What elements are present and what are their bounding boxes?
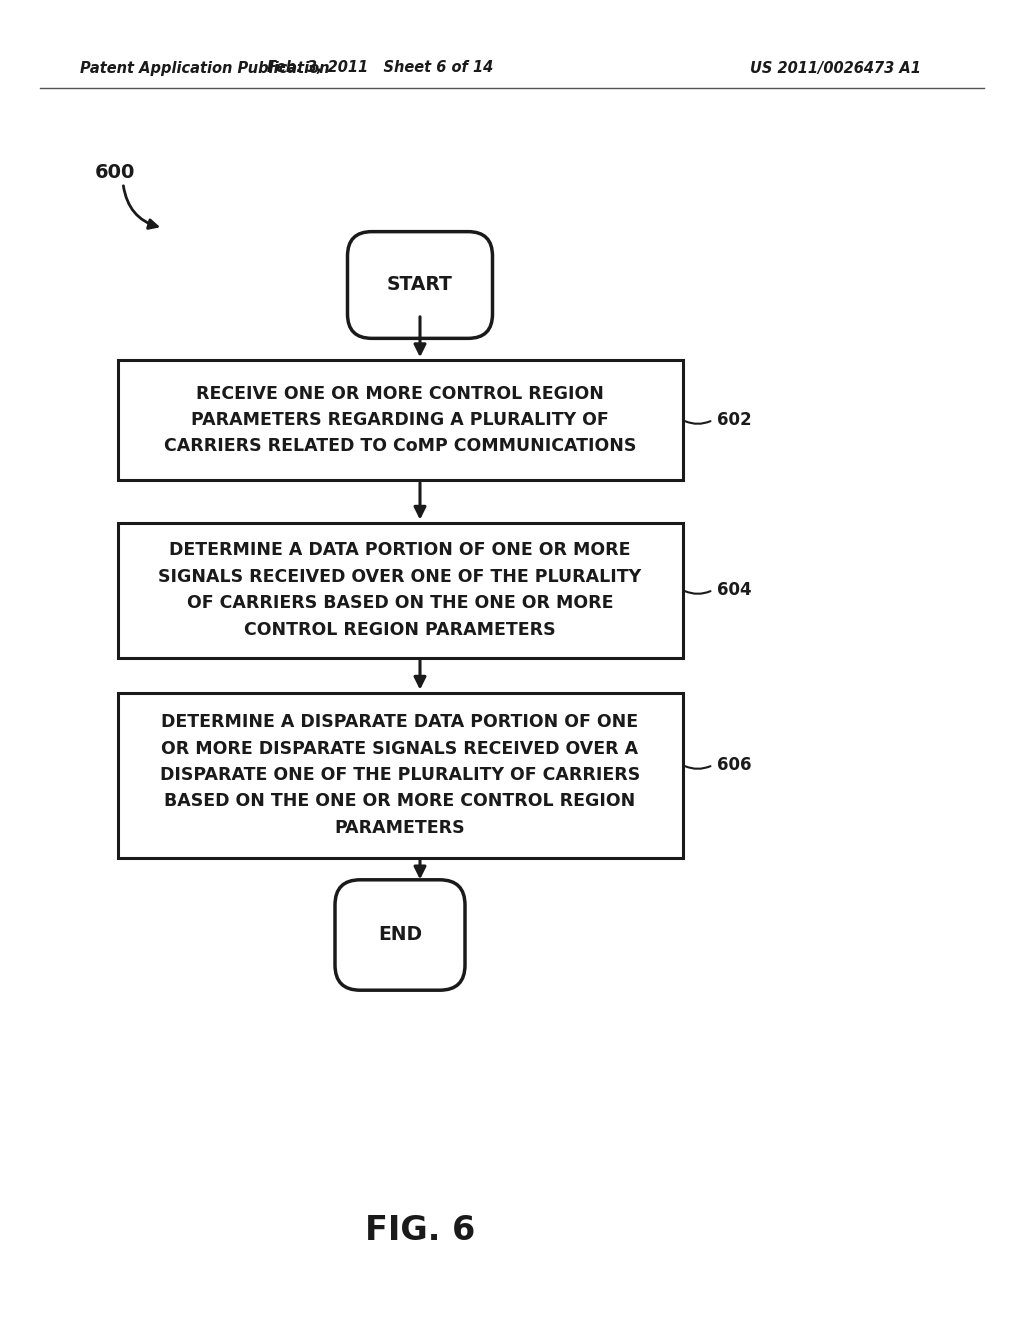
Text: RECEIVE ONE OR MORE CONTROL REGION
PARAMETERS REGARDING A PLURALITY OF
CARRIERS : RECEIVE ONE OR MORE CONTROL REGION PARAM…: [164, 384, 636, 455]
Text: DETERMINE A DISPARATE DATA PORTION OF ONE
OR MORE DISPARATE SIGNALS RECEIVED OVE: DETERMINE A DISPARATE DATA PORTION OF ON…: [160, 713, 640, 837]
Bar: [118, 523, 683, 657]
Bar: [118, 693, 683, 858]
Text: FIG. 6: FIG. 6: [365, 1213, 475, 1246]
Text: 600: 600: [95, 164, 135, 182]
Text: END: END: [378, 925, 422, 945]
Text: Feb. 3, 2011   Sheet 6 of 14: Feb. 3, 2011 Sheet 6 of 14: [267, 61, 494, 75]
FancyBboxPatch shape: [347, 231, 493, 338]
Text: 602: 602: [717, 411, 752, 429]
FancyBboxPatch shape: [335, 880, 465, 990]
Text: 606: 606: [717, 756, 752, 774]
Text: 604: 604: [717, 581, 752, 599]
Bar: [118, 360, 683, 480]
Text: US 2011/0026473 A1: US 2011/0026473 A1: [750, 61, 921, 75]
Text: START: START: [387, 276, 453, 294]
Text: Patent Application Publication: Patent Application Publication: [80, 61, 330, 75]
Text: DETERMINE A DATA PORTION OF ONE OR MORE
SIGNALS RECEIVED OVER ONE OF THE PLURALI: DETERMINE A DATA PORTION OF ONE OR MORE …: [159, 541, 642, 639]
